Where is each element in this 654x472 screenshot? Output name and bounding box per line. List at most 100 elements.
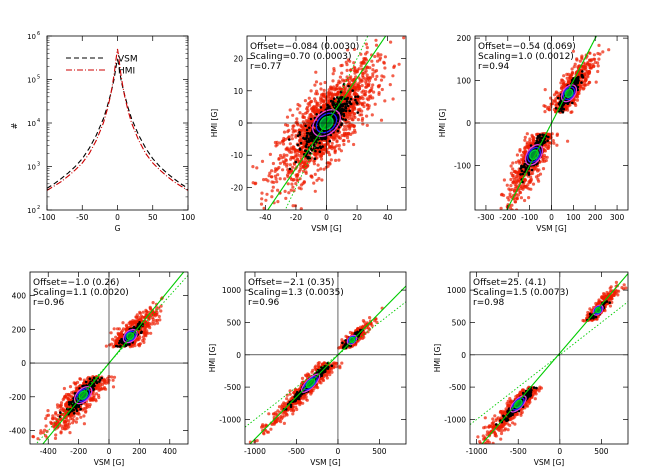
data-point	[402, 36, 406, 40]
scatter-points	[499, 43, 611, 210]
data-point	[365, 123, 369, 127]
data-point	[142, 315, 146, 319]
data-point	[273, 174, 277, 178]
data-point	[575, 98, 580, 102]
data-point	[276, 200, 280, 204]
data-point	[298, 128, 302, 132]
core-point	[329, 133, 333, 137]
data-point	[290, 137, 294, 141]
data-point	[53, 416, 57, 420]
y-tick-label: 10	[233, 87, 243, 96]
data-point	[319, 98, 323, 102]
data-point	[377, 83, 382, 88]
data-point	[323, 104, 327, 108]
data-point	[578, 59, 582, 63]
data-point	[587, 58, 592, 62]
data-point	[294, 129, 298, 133]
data-point	[514, 171, 518, 175]
core-point	[328, 140, 332, 143]
data-point	[142, 328, 146, 332]
data-point	[329, 97, 333, 101]
data-point	[375, 74, 379, 78]
data-point	[50, 416, 55, 420]
data-point	[349, 105, 354, 109]
data-point	[544, 145, 548, 149]
data-point	[523, 184, 528, 188]
data-point	[391, 97, 395, 101]
x-tick-label: -100	[38, 213, 55, 222]
data-point	[275, 180, 279, 184]
data-point	[285, 173, 290, 177]
data-point	[368, 89, 372, 93]
scatter-points	[31, 296, 164, 441]
data-point	[294, 154, 298, 158]
data-point	[278, 161, 282, 165]
y-axis-label: #	[10, 122, 19, 129]
data-point	[397, 62, 401, 66]
core-point	[313, 143, 316, 147]
data-point	[364, 80, 368, 84]
y-tick-label: -20	[231, 183, 243, 192]
data-point	[583, 73, 587, 77]
data-point	[286, 148, 290, 152]
data-point	[379, 53, 383, 57]
core-point	[115, 344, 118, 348]
data-point	[100, 387, 104, 391]
data-point	[360, 84, 364, 88]
data-point	[499, 206, 503, 210]
data-point	[575, 58, 579, 62]
data-point	[388, 83, 392, 87]
data-point	[291, 204, 295, 208]
data-point	[380, 87, 384, 92]
data-point	[367, 79, 372, 83]
data-point	[36, 437, 40, 441]
data-point	[583, 83, 587, 87]
y-axis-label: HMI [G]	[210, 109, 219, 137]
data-point	[139, 314, 143, 318]
core-point	[546, 139, 549, 142]
data-point	[96, 386, 101, 390]
core-point	[344, 105, 347, 109]
data-point	[304, 161, 308, 165]
data-point	[78, 383, 82, 388]
data-point	[298, 111, 302, 115]
data-point	[514, 160, 518, 164]
data-point	[338, 80, 342, 84]
data-point	[274, 177, 278, 181]
data-point	[358, 96, 362, 100]
data-point	[269, 175, 274, 179]
data-point	[580, 56, 584, 60]
data-point	[155, 321, 160, 325]
data-point	[597, 57, 601, 61]
data-point	[262, 178, 266, 182]
data-point	[505, 183, 509, 187]
core-point	[100, 376, 103, 380]
data-point	[301, 160, 305, 164]
data-point	[285, 153, 289, 157]
data-point	[361, 75, 365, 79]
data-point	[31, 435, 36, 439]
core-point	[356, 111, 360, 114]
data-point	[360, 118, 364, 122]
data-point	[518, 190, 522, 194]
data-point	[75, 417, 79, 421]
data-point	[111, 378, 115, 382]
data-point	[321, 147, 325, 151]
data-point	[536, 177, 540, 181]
x-tick-label: -100	[521, 213, 538, 222]
core-point	[331, 100, 335, 103]
core-point	[302, 136, 305, 140]
data-point	[133, 344, 137, 348]
histogram-plot	[47, 48, 188, 191]
data-point	[527, 196, 531, 200]
data-point	[315, 151, 319, 155]
data-point	[511, 181, 515, 185]
data-point	[564, 107, 568, 111]
data-point	[370, 59, 374, 63]
data-point	[278, 141, 282, 145]
data-point	[294, 182, 298, 186]
data-point	[552, 141, 556, 145]
data-point	[58, 409, 62, 413]
